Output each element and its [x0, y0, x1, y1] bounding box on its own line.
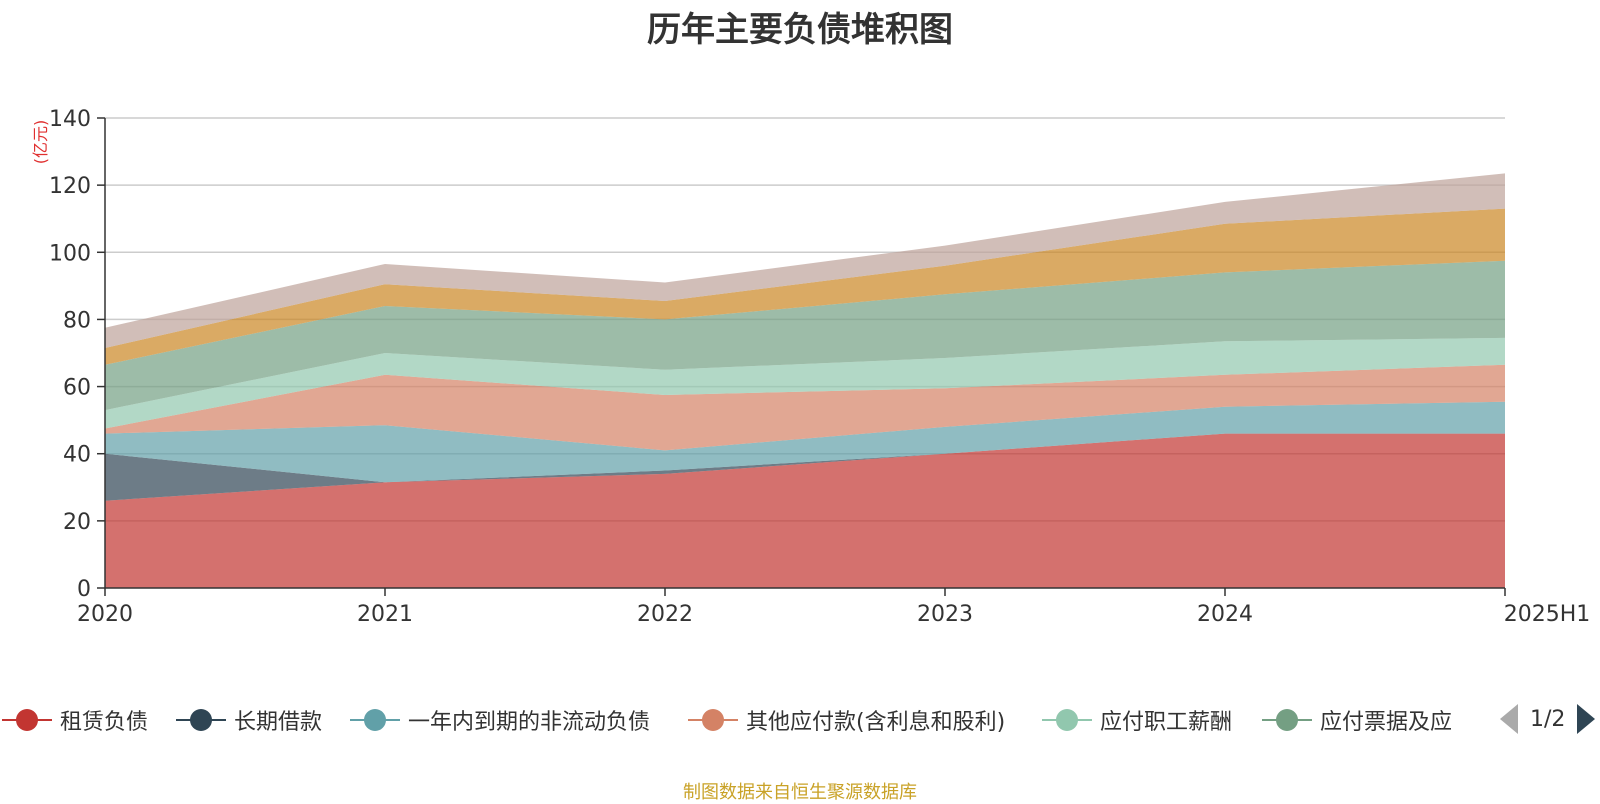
pager-text: 1/2	[1530, 706, 1566, 732]
series-area-7	[105, 208, 1505, 365]
pager-prev-icon[interactable]	[1500, 704, 1518, 734]
series-area-8	[105, 173, 1505, 348]
legend-label: 应付职工薪酬	[1100, 710, 1233, 735]
legend-label: 其他应付款(含利息和股利)	[746, 710, 1006, 735]
x-tick-label: 2021	[357, 602, 413, 627]
legend-item[interactable]: 长期借款	[176, 700, 322, 740]
legend: 租赁负债 长期借款 一年内到期的非流动负债 其他应付款(含利息和股利) 应付职工薪酬 应付…	[0, 700, 1600, 740]
area-series-group	[105, 173, 1505, 588]
stacked-area-chart: 0 20 40 60 80 100 120 140 2020 2021 2022 2023 2024 20…	[31, 107, 1590, 627]
series-area-3	[105, 401, 1505, 483]
y-axis-unit-label: (亿元)	[31, 120, 50, 165]
legend-label: 一年内到期的非流动负债	[408, 710, 651, 735]
x-tick-label: 2024	[1197, 602, 1253, 627]
legend-marker-icon	[1262, 706, 1312, 734]
legend-item[interactable]: 其他应付款(含利息和股利)	[688, 700, 1005, 740]
pager-next-icon[interactable]	[1577, 704, 1596, 734]
series-area-4	[105, 364, 1505, 451]
legend-marker-icon	[2, 706, 52, 734]
chart-title: 历年主要负债堆积图	[647, 10, 953, 50]
legend-item[interactable]: 一年内到期的非流动负债	[350, 700, 650, 740]
y-tick-label: 40	[63, 443, 91, 468]
legend-label: 长期借款	[234, 710, 323, 735]
legend-marker-icon	[176, 706, 226, 734]
series-area-1	[105, 433, 1505, 588]
x-tick-label: 2022	[637, 602, 693, 627]
legend-pager: 1/2	[1500, 704, 1596, 734]
legend-item[interactable]: 租赁负债	[2, 700, 148, 740]
y-tick-label: 100	[49, 241, 91, 266]
legend-item[interactable]: 应付职工薪酬	[1042, 700, 1232, 740]
legend-marker-icon	[350, 706, 400, 734]
legend-item[interactable]: 应付票据及应	[1262, 700, 1452, 740]
x-tick-label: 2020	[77, 602, 133, 627]
source-note: 制图数据来自恒生聚源数据库	[683, 782, 917, 803]
y-tick-label: 80	[63, 308, 91, 333]
x-tick-label: 2025H1	[1504, 602, 1591, 627]
axes: 0 20 40 60 80 100 120 140 2020 2021 2022 2023 2024 20…	[49, 107, 1590, 627]
y-tick-label: 140	[49, 107, 91, 132]
y-tick-label: 20	[63, 510, 91, 535]
legend-label: 应付票据及应	[1320, 710, 1453, 735]
x-tick-label: 2023	[917, 602, 973, 627]
series-area-5	[105, 337, 1505, 429]
legend-label: 租赁负债	[60, 710, 149, 735]
legend-marker-icon	[1042, 706, 1092, 734]
y-tick-label: 120	[49, 174, 91, 199]
y-tick-label: 60	[63, 376, 91, 401]
series-area-6	[105, 260, 1505, 411]
y-tick-label: 0	[77, 577, 91, 602]
legend-marker-icon	[688, 706, 738, 734]
